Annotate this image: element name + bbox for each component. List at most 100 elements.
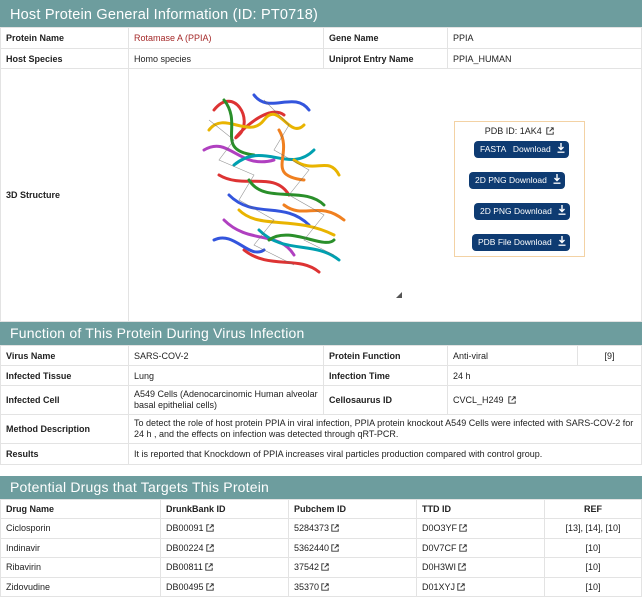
table-row: Ciclosporin DB00091 5284373 D0O3YF [13], [14… [0, 518, 642, 539]
protein-function-label: Protein Function [323, 345, 448, 366]
results-value: It is reported that Knockdown of PPIA in… [128, 443, 642, 465]
pdb-file-download-button[interactable]: PDB File Download [472, 234, 571, 251]
col-ref: REF [544, 499, 642, 519]
pubchem-link[interactable]: 35370 [288, 576, 417, 597]
uniprot-label: Uniprot Entry Name [323, 48, 448, 69]
drug-name: Indinavir [0, 537, 161, 558]
drugbank-id[interactable]: DB00091 [166, 523, 204, 534]
pdb-id-text[interactable]: PDB ID: 1AK4 [484, 126, 542, 136]
host-species-label: Host Species [0, 48, 129, 69]
ttd-link[interactable]: D0V7CF [416, 537, 545, 558]
function-table: Virus Name SARS-COV-2 Protein Function A… [0, 345, 642, 465]
external-link-icon [457, 583, 465, 591]
ref-links[interactable]: [10] [544, 537, 642, 558]
ttd-id[interactable]: D01XYJ [422, 581, 456, 592]
drugbank-id[interactable]: DB00495 [166, 581, 204, 592]
method-label: Method Description [0, 414, 129, 444]
pubchem-id[interactable]: 35370 [294, 581, 320, 592]
function-panel: Function of This Protein During Virus In… [0, 322, 642, 465]
cellosaurus-label: Cellosaurus ID [323, 385, 448, 415]
png-download-button-2[interactable]: 2D PNG Download [474, 203, 571, 220]
gene-name-value: PPIA [447, 27, 642, 49]
structure-label: 3D Structure [0, 68, 129, 322]
ttd-link[interactable]: D0O3YF [416, 518, 545, 539]
col-pubchem-id: Pubchem ID [288, 499, 417, 519]
ref-links[interactable]: [10] [544, 576, 642, 597]
uniprot-value: PPIA_HUMAN [447, 48, 642, 69]
protein-function-ref-link[interactable]: [9] [577, 345, 642, 366]
ttd-id[interactable]: D0V7CF [422, 542, 457, 553]
ref-links[interactable]: [13], [14], [10] [544, 518, 642, 539]
infected-cell-value: A549 Cells (Adenocarcinomic Human alveol… [128, 385, 324, 415]
host-species-value: Homo species [128, 48, 324, 69]
cellosaurus-link[interactable]: CVCL_H249 [447, 385, 642, 415]
pdb-file-download-label: PDB File Download [478, 237, 552, 247]
col-drug-name: Drug Name [0, 499, 161, 519]
external-link-icon [459, 524, 467, 532]
external-link-icon [205, 544, 214, 552]
gene-name-label: Gene Name [323, 27, 448, 49]
external-link-icon [205, 583, 214, 591]
protein-name-value: Rotamase A (PPIA) [128, 27, 324, 49]
virus-name-label: Virus Name [0, 345, 129, 366]
pubchem-id[interactable]: 5362440 [294, 542, 330, 553]
drug-name: Zidovudine [0, 576, 161, 597]
png-download-label-1: 2D PNG Download [475, 175, 547, 185]
protein-function-value: Anti-viral [447, 345, 578, 366]
png-download-label-2: 2D PNG Download [480, 206, 552, 216]
function-header: Function of This Protein During Virus In… [0, 322, 642, 345]
results-label: Results [0, 443, 129, 465]
drugbank-id[interactable]: DB00811 [166, 562, 203, 573]
drugbank-link[interactable]: DB00811 [160, 557, 289, 578]
drugs-table: Drug Name DrunkBank ID Pubchem ID TTD ID… [0, 499, 642, 597]
general-info-header: Host Protein General Information (ID: PT… [0, 0, 642, 27]
infected-cell-label: Infected Cell [0, 385, 129, 415]
external-link-icon [331, 544, 339, 552]
virus-name-value: SARS-COV-2 [128, 345, 324, 366]
external-link-icon [546, 127, 554, 135]
download-box: PDB ID: 1AK4 FASTA Download 2D PNG Downl… [454, 121, 585, 257]
table-row: Zidovudine DB00495 35370 D01XYJ [10] [0, 576, 642, 597]
drug-name: Ribavirin [0, 557, 161, 578]
drugbank-link[interactable]: DB00495 [160, 576, 289, 597]
png-download-button-1[interactable]: 2D PNG Download [469, 172, 566, 189]
infection-time-value: 24 h [447, 365, 642, 386]
ttd-link[interactable]: D0H3WI [416, 557, 545, 578]
table-row: Ribavirin DB00811 37542 D0H3WI [10] [0, 557, 642, 578]
col-ttd-id: TTD ID [416, 499, 545, 519]
pubchem-link[interactable]: 5284373 [288, 518, 417, 539]
drugbank-id[interactable]: DB00224 [166, 542, 204, 553]
download-icon [557, 143, 565, 153]
pubchem-link[interactable]: 5362440 [288, 537, 417, 558]
external-link-icon [205, 524, 214, 532]
ttd-link[interactable]: D01XYJ [416, 576, 545, 597]
drugbank-link[interactable]: DB00224 [160, 537, 289, 558]
external-link-icon [458, 544, 467, 552]
cellosaurus-value[interactable]: CVCL_H249 [453, 395, 504, 405]
external-link-icon [321, 563, 329, 571]
ttd-id[interactable]: D0O3YF [422, 523, 458, 534]
pdb-id-link[interactable]: PDB ID: 1AK4 [455, 126, 584, 136]
external-link-icon [321, 583, 329, 591]
pubchem-link[interactable]: 37542 [288, 557, 417, 578]
drugs-panel: Potential Drugs that Targets This Protei… [0, 476, 642, 597]
infected-tissue-value: Lung [128, 365, 324, 386]
method-value: To detect the role of host protein PPIA … [128, 414, 642, 444]
protein-structure-image[interactable] [194, 80, 350, 276]
protein-name-label: Protein Name [0, 27, 129, 49]
resize-handle-icon[interactable] [396, 292, 402, 298]
ref-links[interactable]: [10] [544, 557, 642, 578]
infection-time-label: Infection Time [323, 365, 448, 386]
table-row: Indinavir DB00224 5362440 D0V7CF [10] [0, 537, 642, 558]
drugs-table-header-row: Drug Name DrunkBank ID Pubchem ID TTD ID… [0, 499, 642, 519]
drug-name: Ciclosporin [0, 518, 161, 539]
external-link-icon [508, 396, 516, 404]
pubchem-id[interactable]: 5284373 [294, 523, 330, 534]
infected-tissue-label: Infected Tissue [0, 365, 129, 386]
external-link-icon [331, 524, 339, 532]
ttd-id[interactable]: D0H3WI [422, 562, 457, 573]
drugbank-link[interactable]: DB00091 [160, 518, 289, 539]
fasta-download-button[interactable]: FASTA Download [474, 141, 570, 158]
pubchem-id[interactable]: 37542 [294, 562, 320, 573]
external-link-icon [205, 563, 213, 571]
